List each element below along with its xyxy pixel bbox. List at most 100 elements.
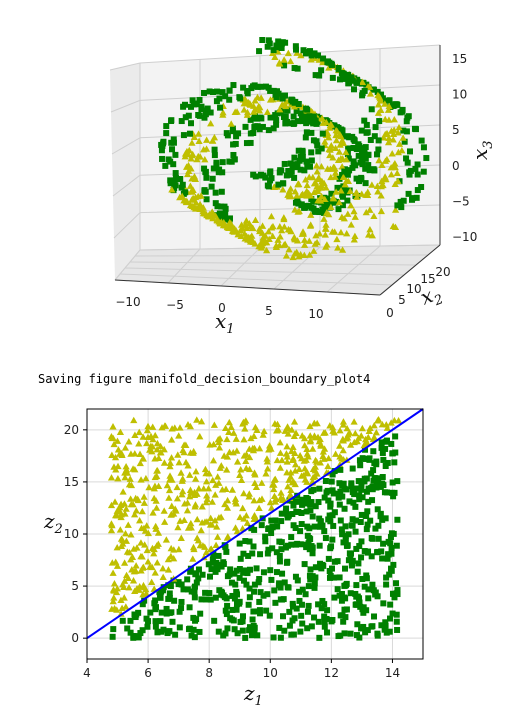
data-point-negative [268,576,275,583]
data-point-positive [283,424,291,432]
data-point-positive [222,424,230,432]
data-point-negative-3d [264,43,271,50]
data-point-negative-3d [310,114,317,121]
data-point-negative-3d [412,165,419,172]
x-axis-line-3d [114,279,381,296]
data-point-negative [306,525,313,532]
data-point-negative [207,596,214,603]
data-point-positive [125,548,134,556]
data-point-positive [241,425,249,432]
data-point-negative [296,597,303,604]
data-point-negative [308,623,315,630]
data-point-negative [195,566,202,573]
data-point-negative [324,487,331,494]
data-point-positive [157,442,165,450]
x-tick-label-3d: 5 [265,304,273,318]
data-point-positive [146,563,154,570]
data-point-positive [152,525,160,532]
data-point-positive [128,566,136,573]
data-point-negative [109,633,116,640]
data-point-negative [277,634,284,641]
data-point-positive [263,455,271,462]
data-point-positive [158,424,166,431]
data-point-positive [124,521,132,528]
data-point-positive [164,555,172,563]
data-point-negative [296,588,303,595]
data-point-positive [313,470,321,477]
data-point-negative-3d [362,165,369,172]
y-tick-label-3d: 0 [386,306,394,320]
data-point-negative-3d [414,161,421,168]
data-point-positive [283,458,291,465]
data-point-negative [279,570,286,577]
data-point-positive [160,459,169,466]
y-tick-label-3d: 5 [398,293,406,307]
data-point-positive [223,466,231,473]
data-point-negative-3d [303,120,310,127]
data-point-negative [289,511,296,518]
data-point-negative [272,517,279,524]
data-point-positive-3d [226,218,234,226]
data-point-negative [365,586,372,593]
data-point-positive [187,519,195,527]
data-point-positive [339,418,348,425]
data-point-positive-3d [255,102,263,110]
data-point-negative [288,541,295,548]
data-point-positive [180,516,188,524]
data-point-negative [171,597,178,604]
data-point-negative-3d [291,154,298,161]
data-point-positive-3d [325,145,333,153]
data-point-negative [392,433,399,440]
y-tick-label-3d: 10 [406,282,421,296]
data-point-positive [198,503,206,510]
data-point-negative-3d [270,87,277,94]
data-point-negative [379,474,386,481]
data-point-negative [281,579,288,586]
data-point-positive [358,424,366,432]
data-point-negative [350,499,357,506]
data-point-positive [139,433,147,440]
data-point-negative-3d [290,113,297,120]
data-point-negative [188,632,195,639]
data-point-negative [269,545,276,552]
data-point-negative-3d [273,117,280,124]
data-point-positive-3d [394,148,402,156]
data-point-positive [121,473,129,481]
data-point-negative-3d [257,171,264,178]
data-point-positive [110,604,119,612]
data-point-positive-3d [384,106,393,113]
data-point-positive [152,497,160,504]
data-point-negative [356,492,363,499]
data-point-negative-3d [315,52,322,59]
data-point-negative-3d [251,113,258,120]
data-point-negative [357,519,364,526]
data-point-positive-3d [243,108,252,116]
data-point-negative [256,598,263,605]
data-point-negative [352,601,359,608]
data-point-positive-3d [291,187,299,195]
data-point-negative-3d [209,175,216,182]
data-point-positive [212,541,220,549]
data-point-positive [215,444,224,451]
data-point-positive-3d [337,187,345,194]
data-point-negative-3d [319,130,326,137]
data-point-positive [177,534,185,541]
data-point-negative-3d [211,152,218,159]
data-point-positive [256,444,264,452]
data-point-negative [367,517,374,524]
data-point-positive [170,546,178,553]
data-point-positive [113,512,121,519]
data-point-negative-3d [411,125,418,132]
data-point-negative [389,610,396,617]
data-point-positive [209,476,217,484]
data-point-negative-3d [265,37,272,44]
data-point-positive [329,423,337,431]
data-point-positive-3d [186,201,195,209]
data-point-negative [346,550,353,557]
data-point-positive [301,441,309,449]
data-point-negative [364,521,371,528]
data-point-negative-3d [353,146,360,153]
data-point-negative-3d [208,183,215,190]
data-point-positive-3d [374,188,382,195]
data-point-negative [205,561,212,568]
